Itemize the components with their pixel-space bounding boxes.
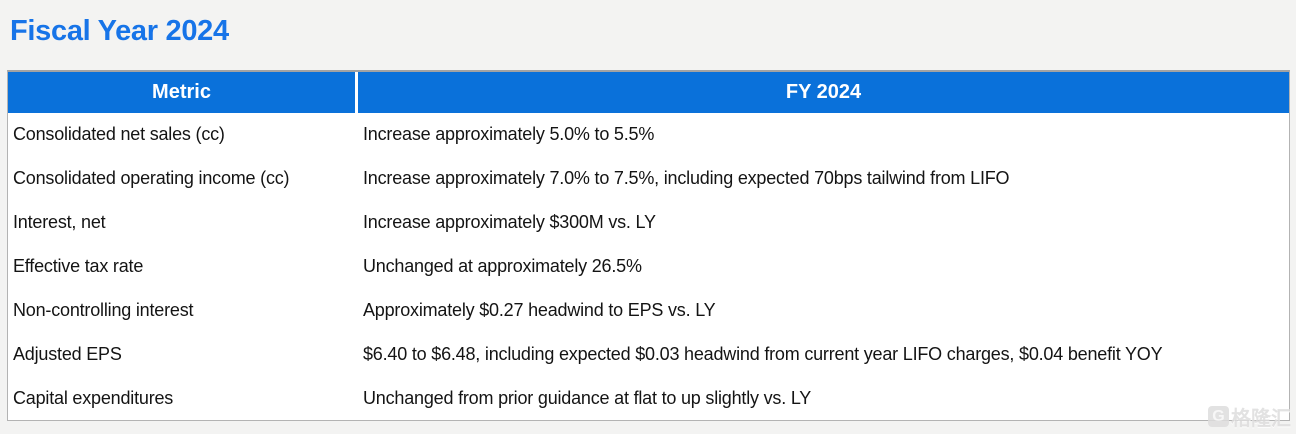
value-cell: Approximately $0.27 headwind to EPS vs. …: [363, 299, 716, 320]
metric-cell: Effective tax rate: [13, 256, 144, 276]
page-title: Fiscal Year 2024: [10, 15, 229, 47]
value-cell: Increase approximately 7.0% to 7.5%, inc…: [363, 168, 1010, 189]
table-row: Consolidated operating income (cc) Incre…: [8, 157, 1289, 201]
value-cell: Unchanged at approximately 26.5%: [363, 256, 642, 276]
table-header-row: Metric FY 2024: [8, 72, 1289, 113]
table-row: Non-controlling interest Approximately $…: [8, 288, 1289, 332]
metric-cell: Interest, net: [13, 212, 106, 233]
metric-cell: Adjusted EPS: [13, 343, 122, 364]
column-header-fy2024: FY 2024: [785, 81, 862, 103]
value-cell: Unchanged from prior guidance at flat to…: [363, 387, 812, 408]
value-cell: Increase approximately 5.0% to 5.5%: [363, 124, 655, 145]
value-cell: Increase approximately $300M vs. LY: [363, 212, 656, 233]
header-column-divider: [355, 72, 358, 113]
table-row: Consolidated net sales (cc) Increase app…: [8, 113, 1289, 157]
value-cell: $6.40 to $6.48, including expected $0.03…: [363, 343, 1163, 364]
table-body: Consolidated net sales (cc) Increase app…: [8, 113, 1289, 420]
metric-cell: Consolidated operating income (cc): [13, 168, 290, 189]
guidance-table: Metric FY 2024 Consolidated net sales (c…: [7, 70, 1290, 421]
table-row: Adjusted EPS $6.40 to $6.48, including e…: [8, 332, 1289, 376]
table-row: Effective tax rate Unchanged at approxim…: [8, 245, 1289, 289]
column-header-metric: Metric: [152, 81, 211, 103]
metric-cell: Non-controlling interest: [13, 299, 194, 320]
table-row: Capital expenditures Unchanged from prio…: [8, 376, 1289, 420]
metric-cell: Capital expenditures: [13, 387, 174, 408]
metric-cell: Consolidated net sales (cc): [13, 124, 225, 145]
table-row: Interest, net Increase approximately $30…: [8, 201, 1289, 245]
